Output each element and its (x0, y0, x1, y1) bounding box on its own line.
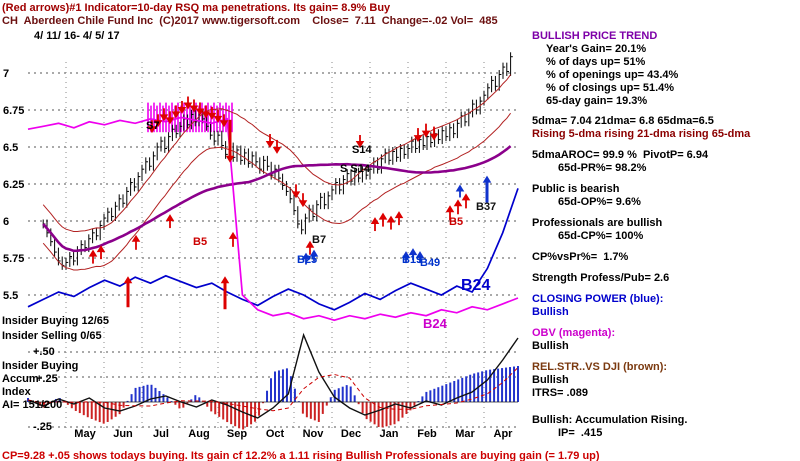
signal-label: B24 (423, 316, 448, 331)
panel-line: 5dmaAROC= 99.9 % PivotP= 6.94 (532, 149, 709, 161)
ma65-line (42, 145, 512, 253)
month-label: Aug (188, 428, 209, 440)
panel-line: Rising 5-dma rising 21-dma rising 65-dma (532, 128, 751, 140)
pane-label: -.25 (33, 421, 52, 433)
panel-line: % of closings up= 51.4% (546, 82, 675, 94)
price-tick: 6.25 (3, 179, 24, 191)
panel-line: 65d-CP%= 100% (558, 230, 644, 242)
closing-power-line (27, 188, 519, 311)
month-label: Oct (266, 428, 285, 440)
panel-line: 65d-OP%= 9.6% (558, 196, 641, 208)
accumulation-histogram (27, 366, 519, 430)
signal-label: S7 (146, 120, 159, 132)
panel-line: Bullish (532, 340, 569, 352)
price-tick: 6.5 (3, 142, 18, 154)
signal-label: B37 (476, 201, 496, 213)
price-tick: 7 (3, 68, 9, 80)
month-label: Feb (417, 428, 437, 440)
panel-line: CP%vsPr%= 1.7% (532, 251, 629, 263)
panel-line: CLOSING POWER (blue): (532, 293, 664, 305)
panel-line: OBV (magenta): (532, 327, 616, 339)
relative-strength-line (27, 332, 519, 419)
month-label: Apr (494, 428, 514, 440)
pane-label: AI= 151/200 (2, 399, 62, 411)
ohlc-bars (42, 52, 513, 270)
obv-line (27, 116, 519, 322)
month-label: Jan (380, 428, 399, 440)
chart-canvas[interactable]: 7 6.75 6.5 6.25 6 5.75 5.5 May Jun Jul Aug Sep Oct No… (0, 0, 528, 445)
pane-label: Accum (2, 373, 39, 385)
signal-label: B5 (449, 216, 463, 228)
quote-header: CH Aberdeen Chile Fund Inc (C)2017 www.t… (2, 15, 498, 27)
panel-line: Professionals are bullish (532, 217, 663, 229)
rs-ma-line (27, 367, 519, 412)
bottom-status-note: CP=9.28 +.05 shows todays buying. Its ga… (2, 450, 600, 461)
signal-label: B19 (402, 254, 422, 266)
signal-label: B5 (193, 236, 207, 248)
price-tick: 5.5 (3, 290, 18, 302)
signal-label: B24 (461, 277, 490, 294)
month-label: Sep (227, 428, 247, 440)
buy-arrows-red (88, 193, 471, 310)
month-label: Mar (455, 428, 475, 440)
pane-label: +.50 (33, 346, 55, 358)
signal-label: B49 (420, 257, 440, 269)
panel-line: % of openings up= 43.4% (546, 69, 679, 81)
envelope-lower-band (42, 112, 512, 271)
panel-line: % of days up= 51% (546, 56, 646, 68)
pane-label: Insider Buying (2, 360, 78, 372)
panel-line: Bullish (532, 374, 569, 386)
panel-line: Bullish (532, 306, 569, 318)
month-label: Dec (341, 428, 361, 440)
pane-label: +.25 (36, 373, 58, 385)
panel-line: ITRS= .089 (532, 387, 588, 399)
indicator-header: (Red arrows)#1 Indicator=10-day RSQ ma p… (2, 2, 391, 14)
month-label: Jun (113, 428, 133, 440)
panel-line: Year's Gain= 20.1% (546, 43, 647, 55)
panel-line: BULLISH PRICE TREND (532, 30, 658, 42)
date-range: 4/ 11/ 16- 4/ 5/ 17 (34, 30, 120, 42)
panel-line: REL.STR..VS DJI (brown): (532, 361, 668, 373)
panel-line: IP= .415 (558, 427, 603, 439)
grid: 7 6.75 6.5 6.25 6 5.75 5.5 May Jun Jul Aug Sep Oct No… (3, 62, 518, 440)
panel-line: 5dma= 7.04 21dma= 6.8 65dma=6.5 (532, 115, 714, 127)
month-label: Jul (153, 428, 169, 440)
signal-label: B25 (297, 254, 317, 266)
signal-label: S14 (352, 144, 372, 156)
signal-label: Insider Selling 0/65 (2, 330, 102, 342)
buy-arrows-blue (301, 175, 492, 265)
analysis-panel: BULLISH PRICE TREND Year's Gain= 20.1%% o… (528, 0, 800, 461)
panel-line: Bullish: Accumulation Rising. (532, 414, 688, 426)
panel-line: Public is bearish (532, 183, 620, 195)
price-tick: 6.75 (3, 105, 24, 117)
signal-label: B7 (312, 234, 326, 246)
panel-line: 65d-PR%= 98.2% (558, 162, 647, 174)
sell-arrows-red (147, 96, 439, 208)
panel-line: Strength Profess/Pub= 2.6 (532, 272, 670, 284)
pane-label: Index (2, 386, 32, 398)
signal-label: Insider Buying 12/65 (2, 315, 109, 327)
month-label: May (74, 428, 96, 440)
price-tick: 5.75 (3, 253, 24, 265)
price-tick: 6 (3, 216, 9, 228)
month-label: Nov (303, 428, 325, 440)
panel-line: 65-day gain= 19.3% (546, 95, 648, 107)
signal-label: S S14 (340, 163, 371, 175)
